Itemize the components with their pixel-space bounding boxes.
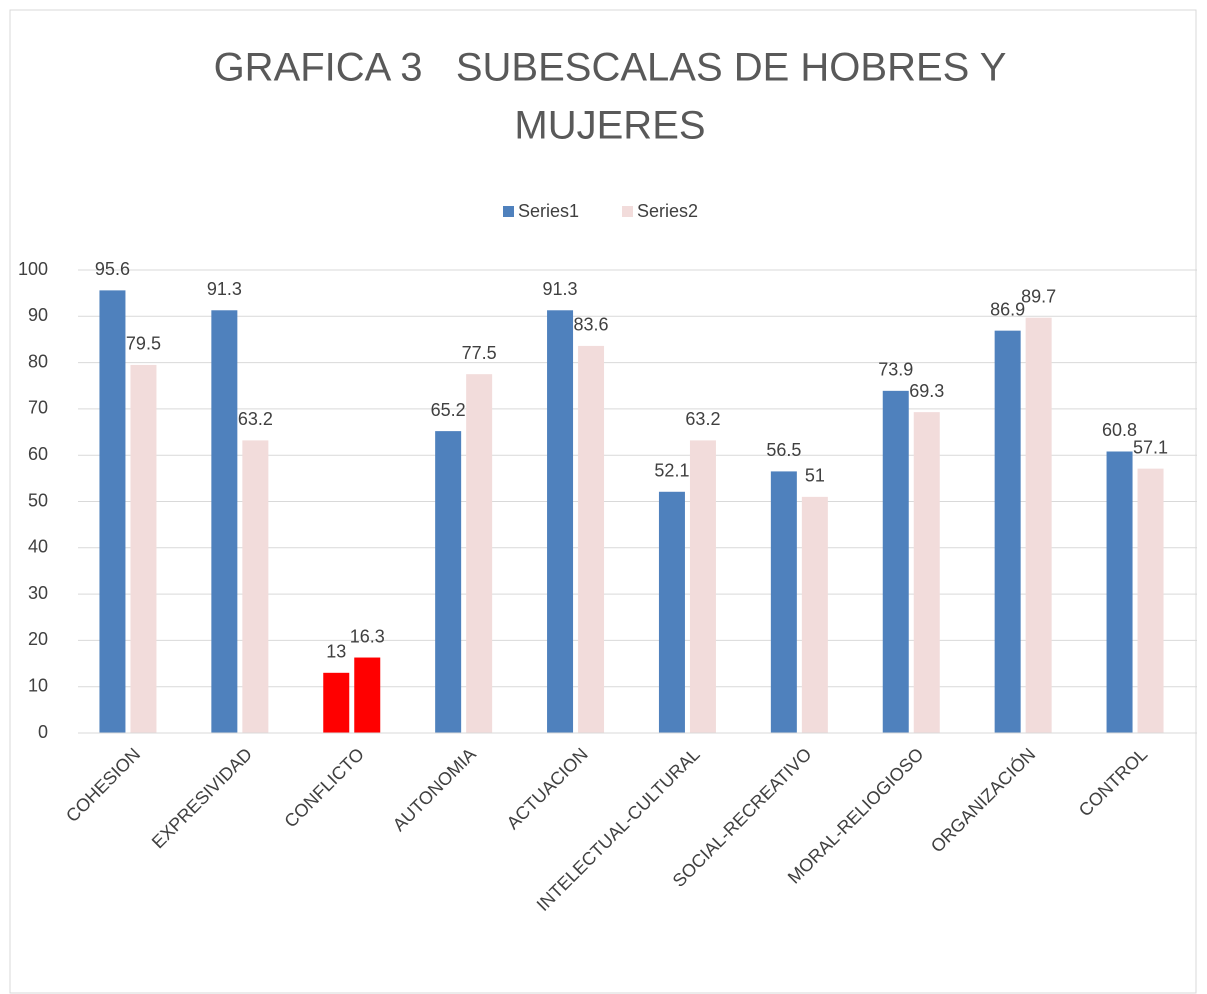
y-tick-label: 40 [28, 537, 48, 557]
data-label: 83.6 [574, 315, 609, 335]
bar [913, 412, 940, 733]
data-label: 52.1 [654, 461, 689, 481]
bar [466, 374, 493, 733]
y-tick-label: 20 [28, 629, 48, 649]
data-label: 89.7 [1021, 286, 1056, 306]
bar [994, 330, 1021, 733]
bar [801, 496, 828, 733]
bar [242, 440, 269, 733]
bar [323, 672, 350, 733]
y-tick-label: 0 [38, 722, 48, 742]
bar [99, 290, 126, 733]
bar [658, 491, 685, 733]
data-label: 57.1 [1133, 437, 1168, 457]
y-tick-label: 50 [28, 490, 48, 510]
bar [1106, 451, 1133, 733]
bar [770, 471, 797, 733]
y-tick-label: 90 [28, 305, 48, 325]
bar [1137, 468, 1164, 733]
data-label: 91.3 [207, 279, 242, 299]
legend-swatch [503, 206, 514, 217]
data-label: 60.8 [1102, 420, 1137, 440]
chart-title: MUJERES [514, 104, 705, 148]
bar [1025, 317, 1052, 733]
legend-label: Series1 [518, 201, 579, 221]
data-label: 63.2 [238, 409, 273, 429]
bar [211, 310, 238, 733]
data-label: 79.5 [126, 334, 161, 354]
y-tick-label: 100 [18, 259, 48, 279]
bar [435, 431, 462, 733]
y-tick-label: 80 [28, 351, 48, 371]
data-label: 16.3 [350, 626, 385, 646]
data-label: 63.2 [685, 409, 720, 429]
chart-title: GRAFICA 3 SUBESCALAS DE HOBRES Y [214, 46, 1007, 90]
data-label: 77.5 [462, 343, 497, 363]
y-tick-label: 60 [28, 444, 48, 464]
data-label: 86.9 [990, 299, 1025, 319]
data-label: 51 [805, 466, 825, 486]
y-tick-label: 30 [28, 583, 48, 603]
legend-swatch [622, 206, 633, 217]
data-label: 91.3 [543, 279, 578, 299]
data-label: 13 [326, 642, 346, 662]
bar [882, 390, 909, 733]
data-label: 69.3 [909, 381, 944, 401]
y-tick-label: 10 [28, 675, 48, 695]
bar [354, 657, 381, 733]
bar [578, 345, 605, 733]
data-label: 95.6 [95, 259, 130, 279]
bar [130, 364, 157, 733]
data-label: 73.9 [878, 360, 913, 380]
data-label: 56.5 [766, 440, 801, 460]
bar [689, 440, 716, 733]
bar [547, 310, 574, 733]
data-label: 65.2 [431, 400, 466, 420]
y-tick-label: 70 [28, 398, 48, 418]
legend-label: Series2 [637, 201, 698, 221]
